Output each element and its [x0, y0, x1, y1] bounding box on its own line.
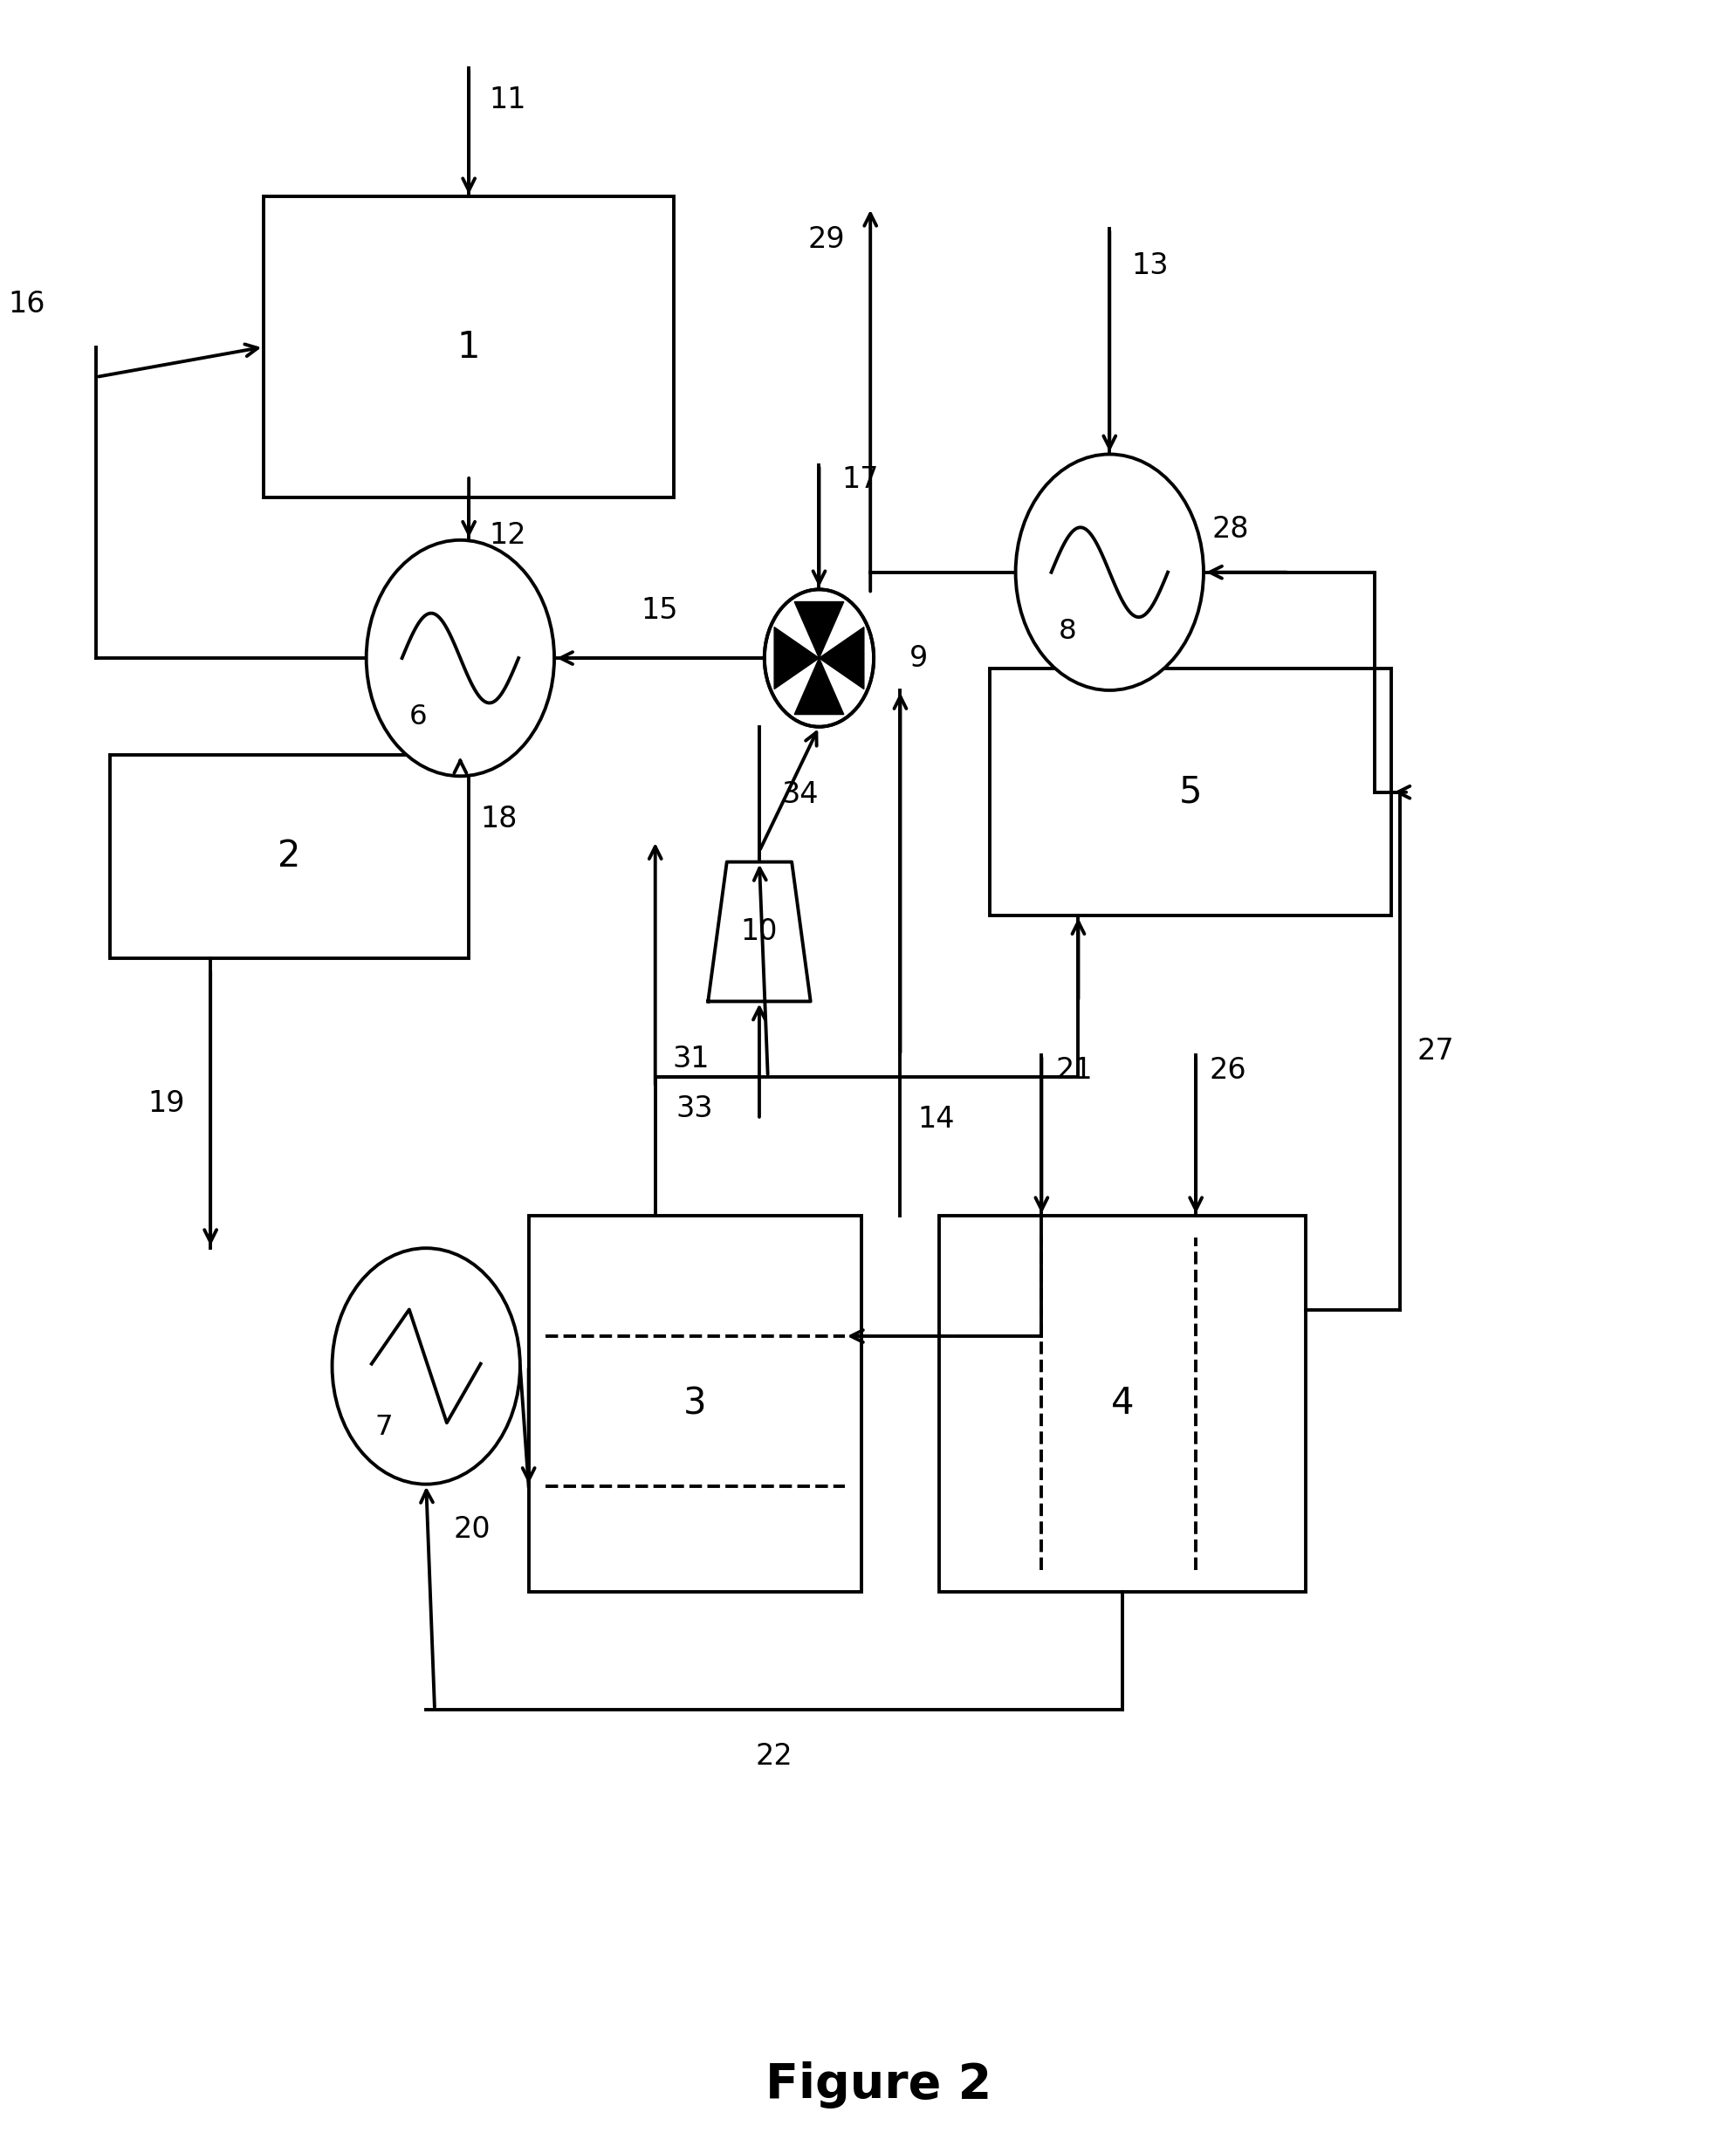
Text: 26: 26 [1208, 1055, 1246, 1085]
Circle shape [1016, 454, 1203, 691]
FancyBboxPatch shape [109, 756, 469, 958]
Text: 33: 33 [675, 1094, 712, 1124]
Text: 27: 27 [1417, 1036, 1453, 1066]
Text: 29: 29 [807, 226, 844, 254]
Text: 10: 10 [740, 917, 778, 945]
Text: 1: 1 [457, 329, 481, 366]
Text: 9: 9 [910, 644, 927, 672]
Text: 3: 3 [684, 1384, 707, 1421]
Text: 21: 21 [1055, 1055, 1092, 1085]
Text: 7: 7 [375, 1415, 392, 1440]
Text: Figure 2: Figure 2 [766, 2060, 991, 2108]
Text: 34: 34 [781, 779, 818, 810]
Text: 8: 8 [1057, 618, 1076, 644]
Polygon shape [819, 627, 863, 689]
Text: 2: 2 [278, 838, 300, 874]
Text: 14: 14 [917, 1104, 955, 1135]
FancyBboxPatch shape [528, 1216, 861, 1591]
Text: 4: 4 [1111, 1384, 1134, 1421]
Polygon shape [708, 861, 811, 1001]
Polygon shape [774, 627, 819, 689]
Circle shape [332, 1249, 519, 1483]
Text: 28: 28 [1212, 515, 1248, 545]
Text: 11: 11 [490, 86, 526, 114]
Text: 6: 6 [408, 704, 427, 730]
Circle shape [366, 540, 554, 775]
FancyBboxPatch shape [990, 670, 1391, 915]
Text: 22: 22 [755, 1742, 793, 1772]
Polygon shape [793, 659, 844, 715]
Polygon shape [793, 603, 844, 659]
Text: 5: 5 [1179, 773, 1201, 810]
FancyBboxPatch shape [937, 1216, 1305, 1591]
Text: 13: 13 [1132, 252, 1168, 280]
Text: 17: 17 [840, 465, 878, 495]
Text: 15: 15 [641, 596, 677, 624]
FancyBboxPatch shape [264, 196, 674, 497]
Circle shape [764, 590, 873, 728]
Text: 16: 16 [9, 291, 45, 319]
Text: 20: 20 [453, 1516, 491, 1544]
Text: 12: 12 [490, 521, 526, 551]
Text: 19: 19 [148, 1089, 184, 1117]
Text: 18: 18 [481, 805, 517, 833]
Text: 31: 31 [672, 1044, 708, 1074]
